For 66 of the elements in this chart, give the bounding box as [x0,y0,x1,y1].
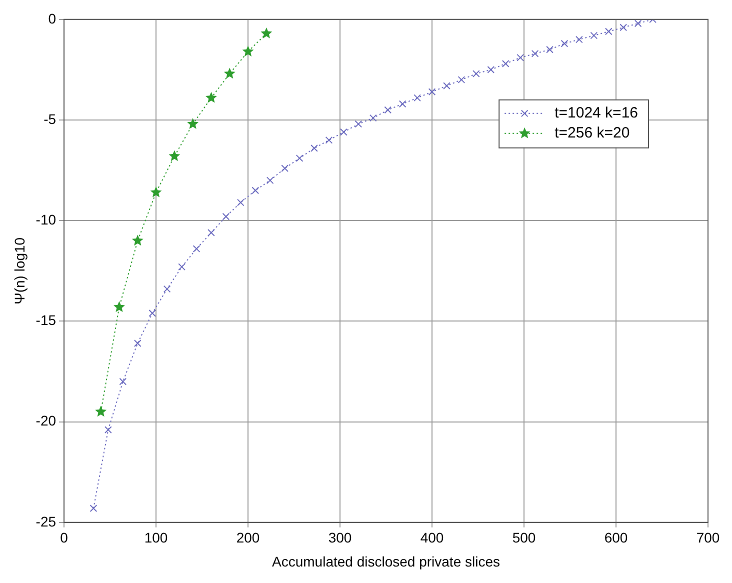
x-tick-label: 200 [236,530,260,546]
legend-label: t=256 k=20 [554,124,630,142]
x-tick-label: 300 [328,530,352,546]
point [516,54,524,62]
y-axis-title: Ψ(n) log10 [11,237,28,304]
y-tick-label: -25 [36,513,56,530]
point [252,186,260,194]
point [119,378,127,386]
y-tick-label: 0 [48,10,56,26]
point [90,504,98,512]
point [114,301,125,312]
point [150,186,162,198]
x-tick-label: 400 [420,530,444,546]
point [531,50,539,58]
point [168,150,180,162]
point [590,32,598,40]
point [487,66,495,74]
point [560,40,568,48]
point [502,60,510,68]
point [414,94,421,102]
y-tick-label: -20 [36,412,56,429]
x-tick-label: 0 [60,530,68,546]
point [443,82,450,90]
point [187,118,199,129]
y-tick-label: -10 [36,211,56,228]
point [398,100,406,108]
point [104,426,112,434]
x-tick-label: 700 [696,530,720,546]
point [134,340,142,348]
point [296,154,304,162]
point [620,24,628,32]
x-tick-label: 100 [144,530,168,546]
point [192,245,200,252]
point [242,46,254,56]
point [310,144,318,152]
point [260,27,272,38]
point [634,20,642,28]
point [354,120,362,128]
point [428,88,436,96]
point [576,36,583,44]
point [472,70,480,78]
point [132,234,144,246]
point [222,212,230,220]
point [206,92,217,103]
point [458,76,466,84]
x-tick-label: 600 [604,530,628,546]
point [604,28,612,36]
y-tick-label: -15 [36,312,56,328]
point [163,285,171,293]
point [369,114,377,122]
point [224,68,236,79]
point [148,309,156,317]
y-tick-label: -5 [44,110,56,127]
point [95,406,107,417]
point [208,228,215,236]
legend-label: t=1024 k=16 [554,104,638,122]
point [236,198,244,206]
point [384,106,392,114]
x-tick-label: 500 [512,530,536,546]
point [281,164,289,172]
point [325,136,333,144]
x-axis-title: Accumulated disclosed private slices [272,553,500,570]
point [340,128,348,136]
point [178,263,186,271]
point [266,176,274,184]
point [546,46,554,54]
